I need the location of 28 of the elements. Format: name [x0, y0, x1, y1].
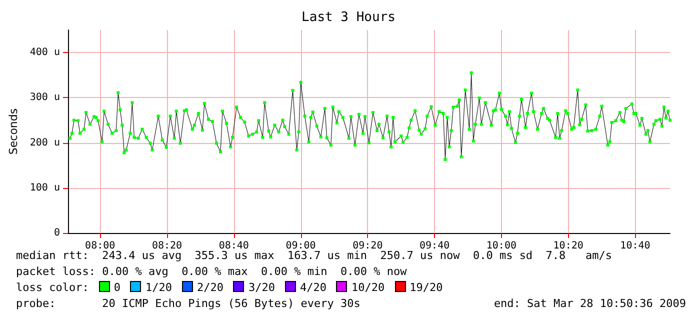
x-tick-label: 09:40: [419, 240, 450, 252]
text: 4/20: [300, 281, 326, 294]
chart-title: Last 3 Hours: [302, 10, 396, 25]
y-tick-label: 200 u: [30, 137, 60, 148]
text: probe: 20 ICMP Echo Pings (56 Bytes) every 30s: [16, 297, 360, 310]
x-tick-label: 10:40: [620, 240, 650, 252]
x-tick-label: 08:00: [85, 240, 116, 252]
text: 3/20: [248, 281, 275, 294]
text: median rtt: 243.4 us avg 355.3 us max 163.7 us min 250.7 us now 0.0 ms sd 7.8 am/s: [16, 249, 612, 262]
text: packet loss: 0.00 % avg 0.00 % max 0.00 % min 0.00 % now: [16, 265, 407, 278]
y-tick-label: 0: [54, 228, 60, 238]
x-tick-label: 08:20: [152, 240, 182, 252]
text: 0: [114, 281, 120, 294]
x-tick-label: 10:00: [486, 240, 516, 252]
text: 19/20: [410, 281, 443, 294]
y-axis-title: Seconds: [7, 108, 20, 155]
text: 2/20: [196, 281, 224, 294]
y-tick-label: 300 u: [30, 92, 60, 104]
x-tick-label: 10:20: [553, 240, 584, 252]
x-tick-label: 09:20: [352, 240, 383, 252]
text: end: Sat Mar 28 10:50:36 2009: [494, 296, 686, 312]
x-tick-label: 08:40: [218, 240, 249, 252]
text: 10/20: [351, 281, 385, 294]
y-tick-label: 400 u: [30, 47, 60, 58]
text: loss color:: [16, 281, 89, 294]
text: 1/20: [145, 281, 172, 294]
y-tick-label: 100 u: [30, 182, 60, 194]
x-tick-label: 09:00: [286, 240, 316, 252]
